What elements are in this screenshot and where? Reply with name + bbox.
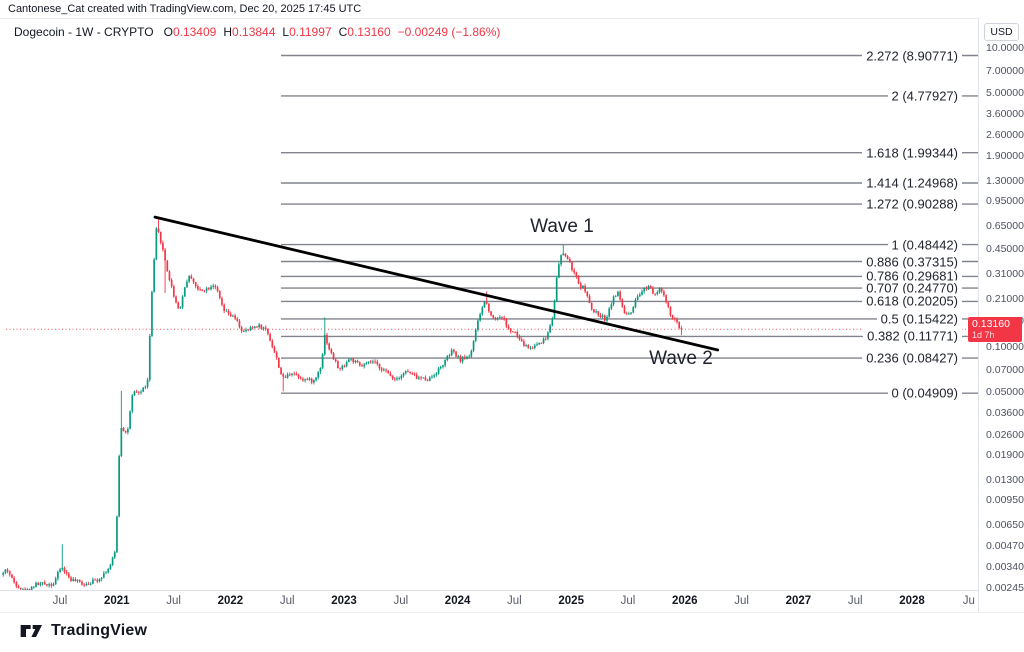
time-tick-month: Jul (734, 595, 749, 607)
fib-level-label[interactable]: 2 (4.77927) (887, 88, 962, 104)
close-label: C (338, 25, 348, 39)
time-tick-month: Jul (847, 595, 863, 607)
high-value: 0.13844 (232, 25, 276, 39)
price-tick-label: 0.00245 (986, 581, 1024, 594)
tradingview-logo-text: TradingView (51, 622, 148, 639)
symbol-title[interactable]: Dogecoin - 1W - CRYPTO (14, 25, 154, 39)
price-chart-canvas[interactable] (0, 0, 978, 612)
price-tick-label: 0.02600 (986, 428, 1024, 441)
price-tick-label: 0.95000 (986, 194, 1024, 207)
fib-level-label[interactable]: 1.272 (0.90288) (862, 196, 962, 212)
fib-level-label[interactable]: 0.886 (0.37315) (862, 254, 962, 269)
close-value: 0.13160 (347, 25, 391, 39)
fib-level-label[interactable]: 1.618 (1.99344) (862, 145, 962, 161)
price-tick-label: 7.00000 (986, 65, 1024, 78)
open-value: 0.13409 (172, 25, 217, 39)
time-tick-year: 2022 (217, 595, 244, 607)
tradingview-logo[interactable]: TradingView (20, 622, 147, 640)
low-label: L (282, 25, 290, 39)
last-price-badge: 0.13160 1d 7h (968, 317, 1022, 342)
time-tick-month: Ju (962, 595, 975, 607)
fib-level-label[interactable]: 0.786 (0.29681) (862, 268, 962, 284)
time-tick-year: 2023 (331, 595, 357, 607)
time-tick-year: 2025 (558, 595, 584, 607)
fib-level-label[interactable]: 2.272 (8.90771) (862, 48, 962, 63)
fib-level-label[interactable]: 1 (0.48442) (887, 237, 962, 253)
price-tick-label: 0.10000 (986, 341, 1024, 353)
chart-frame-border (0, 18, 1024, 19)
fib-level-label[interactable]: 0.618 (0.20205) (862, 293, 962, 309)
footer: TradingView (0, 612, 1024, 652)
price-tick-label: 1.30000 (986, 174, 1024, 187)
price-tick-label: 5.00000 (986, 87, 1024, 99)
open-label: O (163, 25, 173, 39)
wave-1-label[interactable]: Wave 1 (530, 216, 594, 237)
time-tick-year: 2021 (104, 595, 130, 607)
candles-down-wicks (7, 217, 682, 600)
price-tick-label: 0.00340 (986, 560, 1024, 573)
fib-level-label[interactable]: 0.236 (0.08427) (862, 350, 962, 366)
candles-up-bodies (2, 228, 661, 594)
low-value: 0.11997 (289, 25, 332, 39)
time-tick-month: Jul (166, 595, 181, 607)
fib-level-label[interactable]: 0.707 (0.24770) (862, 280, 962, 296)
time-tick-year: 2028 (899, 595, 925, 607)
price-tick-label: 1.90000 (986, 149, 1024, 162)
time-tick-month: Jul (279, 595, 295, 607)
symbol-legend[interactable]: Dogecoin - 1W - CRYPTO O0.13409 H0.13844 L0… (14, 25, 500, 39)
price-tick-label: 0.03600 (986, 407, 1024, 420)
time-tick-month: Jul (507, 595, 522, 607)
price-tick-label: 0.21000 (986, 292, 1024, 305)
attribution-text: Cantonese_Cat created with TradingView.c… (8, 3, 362, 15)
price-tick-label: 0.05000 (986, 386, 1024, 398)
price-tick-label: 3.60000 (986, 108, 1024, 121)
fib-level-label[interactable]: 0.5 (0.15422) (876, 311, 962, 327)
high-label: H (223, 25, 233, 39)
price-tick-label: 0.01300 (986, 473, 1024, 486)
time-tick-month: Jul (393, 595, 409, 607)
time-tick-year: 2027 (785, 595, 812, 607)
price-tick-label: 0.00950 (986, 493, 1024, 506)
bar-countdown: 1d 7h (972, 330, 995, 340)
currency-label: USD (984, 23, 1019, 41)
fib-level-label[interactable]: 0.382 (0.11771) (863, 328, 962, 344)
wave-2-label[interactable]: Wave 2 (649, 348, 713, 369)
price-tick-label: 0.00650 (986, 518, 1024, 531)
tradingview-logo-icon (20, 625, 42, 637)
time-tick-year: 2026 (672, 595, 698, 607)
price-tick-label: 0.45000 (986, 243, 1024, 256)
price-tick-label: 0.07000 (986, 364, 1024, 377)
time-tick-year: 2024 (444, 595, 471, 607)
price-axis[interactable]: USD 10.00000 7.00000 5.00000 3.60000 2.60000… (968, 18, 1024, 612)
price-tick-label: 0.01900 (986, 448, 1024, 461)
price-tick-label: 10.00000 (986, 42, 1024, 54)
price-tick-label: 2.60000 (986, 129, 1024, 142)
trendline-drawing[interactable] (153, 215, 720, 352)
fib-level-label[interactable]: 0 (0.04909) (887, 385, 962, 401)
fib-level-label[interactable]: 1.414 (1.24968) (862, 175, 962, 191)
price-tick-label: 0.65000 (986, 219, 1024, 232)
time-axis[interactable]: Jul 2021 Jul 2022 Jul 2023 Jul 2024 Jul 2025 Jul 20… (0, 590, 978, 613)
time-tick-month: Jul (52, 595, 68, 607)
last-price-value: 0.13160 (972, 318, 1010, 330)
candles-up-wicks (2, 226, 660, 595)
price-tick-label: 0.31000 (986, 267, 1024, 280)
change-value: −0.00249 (−1.86%) (397, 25, 501, 39)
time-tick-month: Jul (620, 595, 636, 607)
price-tick-label: 0.00470 (986, 539, 1024, 552)
